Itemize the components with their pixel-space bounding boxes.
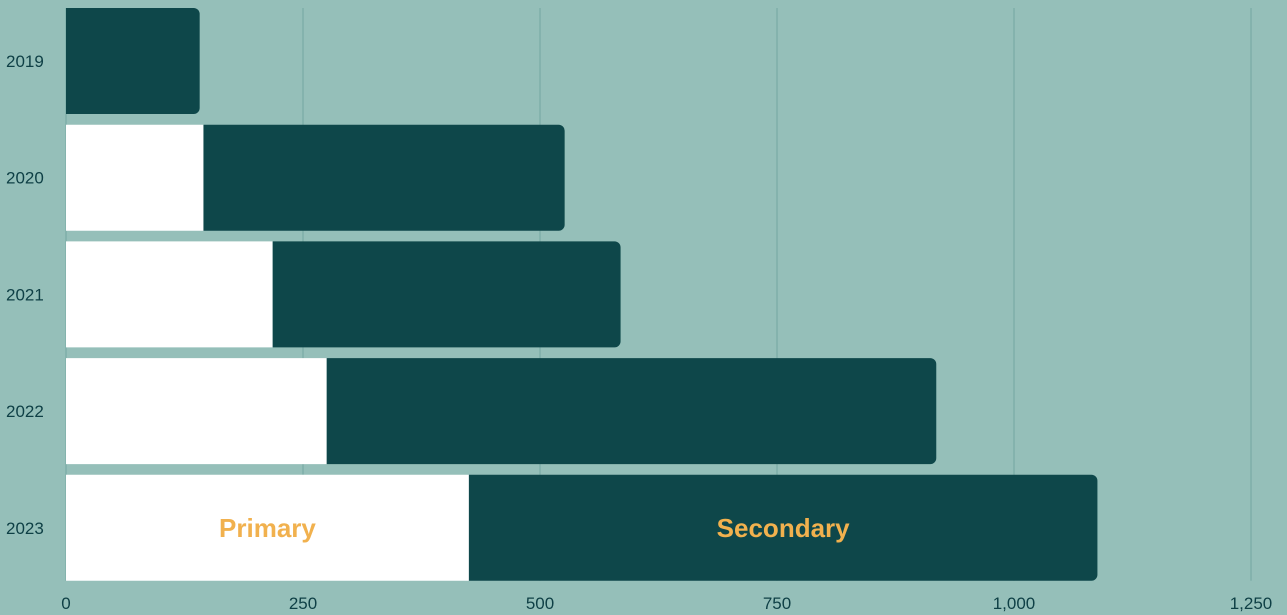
bars <box>66 8 1098 581</box>
x-tick-label: 250 <box>289 594 317 613</box>
bar-primary-2022 <box>66 358 327 465</box>
x-axis-labels: 0 250 500 750 1,000 1,250 <box>61 594 1272 613</box>
bar-secondary-2019 <box>66 8 200 114</box>
y-tick-label: 2020 <box>6 169 44 188</box>
bar-primary-2023 <box>66 474 469 581</box>
x-tick-label: 1,250 <box>1230 594 1273 613</box>
y-tick-label: 2022 <box>6 402 44 421</box>
series-label-primary: Primary <box>219 513 316 543</box>
x-tick-label: 500 <box>526 594 554 613</box>
bar-secondary-2021 <box>272 241 621 348</box>
y-tick-label: 2021 <box>6 285 44 304</box>
y-axis-labels: 2019 2020 2021 2022 2023 <box>6 52 44 538</box>
x-tick-label: 0 <box>61 594 70 613</box>
bar-primary-2021 <box>66 241 273 348</box>
bar-secondary-2020 <box>203 124 565 231</box>
series-label-secondary: Secondary <box>717 513 850 543</box>
bar-primary-2020 <box>66 124 204 231</box>
x-tick-label: 1,000 <box>993 594 1036 613</box>
segment-labels: Primary Secondary <box>219 513 850 543</box>
bar-secondary-2023 <box>468 474 1098 581</box>
y-tick-label: 2023 <box>6 519 44 538</box>
x-tick-label: 750 <box>763 594 791 613</box>
bar-secondary-2022 <box>326 358 937 465</box>
y-tick-label: 2019 <box>6 52 44 71</box>
